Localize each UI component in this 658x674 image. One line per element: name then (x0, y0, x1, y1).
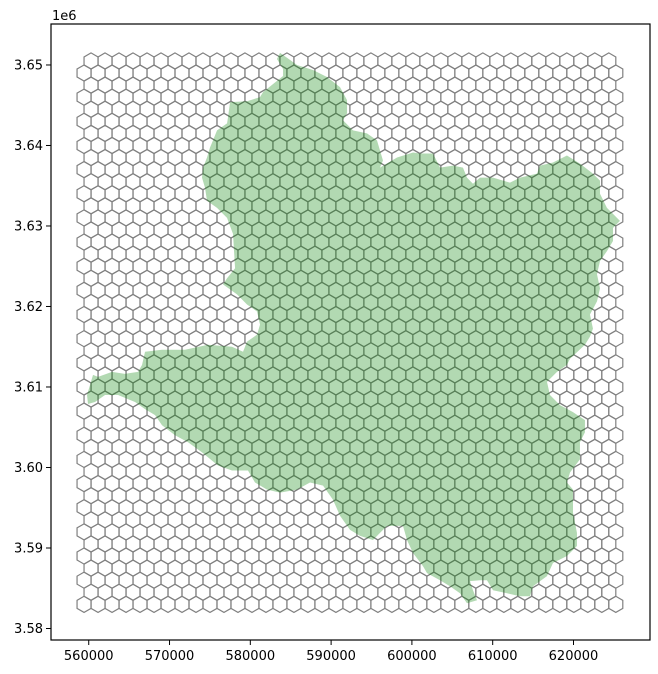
y-tick-label: 3.60 (14, 461, 43, 476)
x-tick-label: 600000 (387, 649, 437, 664)
y-axis: 3.58 3.59 3.60 3.61 3.62 3.63 3.64 3.65 (14, 58, 51, 637)
y-tick-label: 3.59 (14, 541, 43, 556)
y-tick-label: 3.64 (14, 139, 43, 154)
x-tick-label: 590000 (306, 649, 356, 664)
hex-grid (76, 52, 624, 614)
y-tick-label: 3.65 (14, 58, 43, 73)
y-tick-label: 3.58 (14, 622, 43, 637)
x-axis: 560000 570000 580000 590000 600000 610000 6200… (64, 640, 598, 664)
axes-frame (50, 23, 651, 641)
x-tick-label: 570000 (145, 649, 195, 664)
x-tick-label: 620000 (549, 649, 599, 664)
x-tick-label: 560000 (64, 649, 114, 664)
x-tick-label: 610000 (468, 649, 518, 664)
y-tick-label: 3.62 (14, 300, 43, 315)
y-tick-label: 3.61 (14, 380, 43, 395)
y-offset-label: 1e6 (52, 9, 77, 24)
hex-cell (608, 595, 624, 614)
region-layer (87, 52, 620, 604)
y-tick-label: 3.63 (14, 219, 43, 234)
x-tick-label: 580000 (225, 649, 275, 664)
plot-area (76, 52, 624, 614)
region-polygon (87, 52, 620, 604)
